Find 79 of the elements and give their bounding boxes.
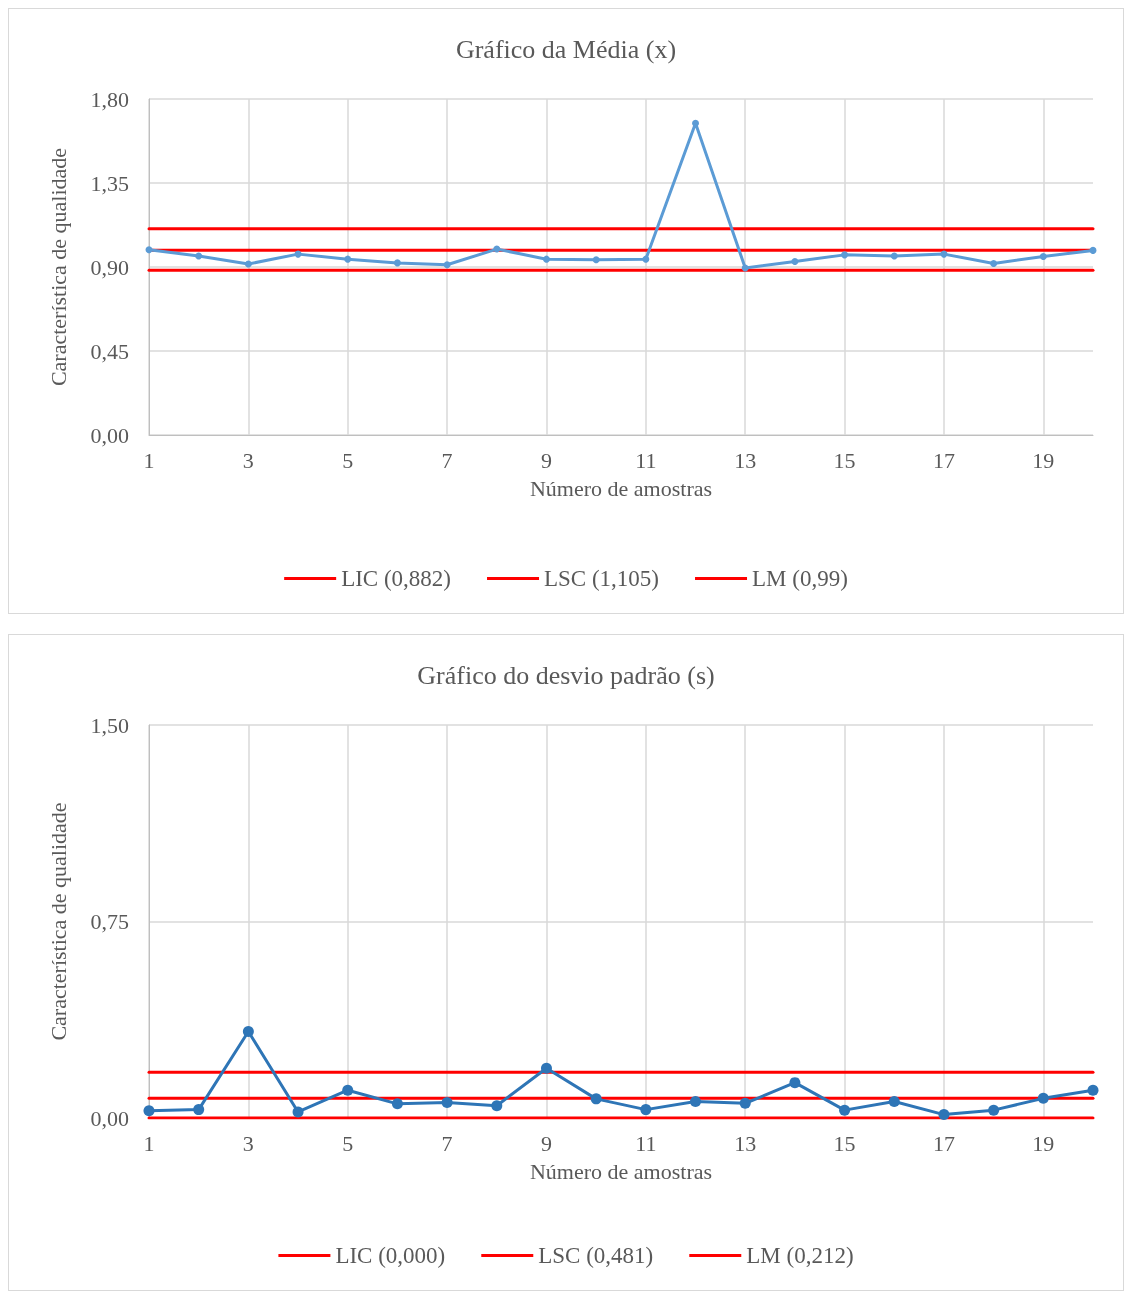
point [344,255,352,263]
point [592,256,600,264]
point [789,1077,801,1089]
point [393,259,401,267]
point [540,1062,552,1074]
point [292,1106,304,1118]
x-tick-label: 19 [1032,1130,1055,1156]
legend-label: LSC (0,481) [538,1243,654,1268]
point [441,1097,453,1109]
y-tick-label: 1,80 [90,86,129,112]
point [1037,1092,1049,1104]
point [988,1104,1000,1116]
x-tick-label: 11 [635,447,657,473]
point [391,1098,403,1110]
point [542,255,550,263]
y-tick-label: 0,75 [90,909,129,934]
point [342,1084,354,1096]
point [938,1109,950,1121]
x-tick-label: 9 [540,1130,552,1156]
point [791,258,799,266]
y-tick-label: 1,35 [90,170,129,196]
x-tick-label: 19 [1032,447,1055,473]
legend-label: LM (0,99) [752,566,848,591]
x-tick-label: 7 [441,1130,453,1156]
point [640,1104,652,1116]
y-tick-label: 1,50 [90,712,129,738]
point [741,264,749,272]
x-tick-label: 5 [342,1130,354,1156]
point [1087,1084,1099,1096]
y-axis-title: Característica de qualidade [45,802,71,1041]
y-tick-label: 0,00 [90,422,129,448]
point [1089,246,1097,254]
chart-title: Gráfico do desvio padrão (s) [417,660,715,690]
point [493,245,501,253]
point [890,252,898,260]
x-tick-label: 15 [833,447,856,473]
point [491,1100,503,1112]
x-tick-label: 11 [635,1130,657,1156]
legend-label: LSC (1,105) [544,566,660,591]
x-tick-label: 17 [932,447,955,473]
x-tick-label: 1 [143,1130,155,1156]
x-tick-label: 15 [833,1130,856,1156]
point [739,1097,751,1109]
point [590,1093,602,1105]
x-tick-label: 17 [932,1130,955,1156]
x-tick-label: 1 [143,447,155,473]
x-tick-label: 3 [242,1130,254,1156]
point [990,259,998,267]
point [143,1105,155,1117]
point [839,1104,851,1116]
point [1039,253,1047,261]
y-tick-label: 0,90 [90,254,129,280]
point [193,1104,205,1116]
point [692,119,700,127]
point [888,1096,900,1107]
point [841,251,849,259]
y-axis-title: Característica de qualidade [45,147,71,387]
y-tick-label: 0,45 [90,338,129,364]
point [195,252,203,260]
x-tick-label: 13 [734,447,757,473]
x-tick-label: 7 [441,447,453,473]
legend-label: LM (0,212) [746,1243,854,1268]
x-tick-label: 9 [540,447,552,473]
x-axis-title: Número de amostras [529,1158,713,1184]
point [443,261,451,269]
legend-label: LIC (0,882) [341,566,452,591]
chart-title: Gráfico da Média (x) [455,34,677,64]
y-tick-label: 0,00 [90,1105,129,1131]
x-tick-label: 3 [242,447,254,473]
point [242,1026,254,1038]
point [690,1096,702,1107]
x-tick-label: 5 [342,447,354,473]
point [642,255,650,263]
point [940,250,948,258]
x-tick-label: 13 [734,1130,757,1156]
x-axis-title: Número de amostras [529,475,713,501]
point [145,246,153,254]
legend-label: LIC (0,000) [335,1243,446,1268]
point [244,260,252,268]
